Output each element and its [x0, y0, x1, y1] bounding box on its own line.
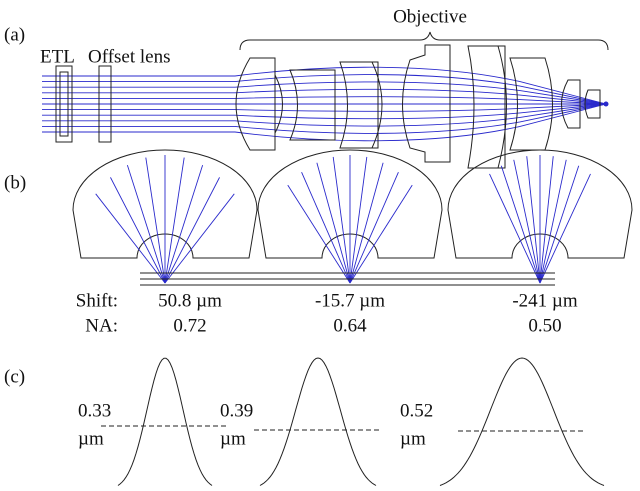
ray [514, 160, 540, 283]
na-value: 0.64 [333, 315, 367, 336]
offset-lens-label: Offset lens [88, 46, 171, 67]
rays [42, 67, 609, 141]
profile-curve [440, 358, 604, 486]
ray [42, 104, 606, 111]
width-unit: µm [220, 428, 246, 449]
ray [350, 163, 383, 283]
shift-value: -241 µm [512, 290, 578, 311]
width-unit: µm [400, 428, 426, 449]
figure: (a) ETL Offset lens Objective (b) Shift:… [0, 0, 640, 491]
focus [604, 102, 609, 107]
ray [540, 160, 566, 283]
width-value: 0.39 [220, 400, 253, 421]
width-value: 0.33 [78, 400, 111, 421]
width-unit: µm [78, 428, 104, 449]
na-value: 0.72 [173, 315, 206, 336]
profiles: 0.33 µm 0.39 µm 0.52 µm [78, 358, 604, 486]
panel-label: (b) [4, 172, 26, 193]
values: 50.8 µm 0.72 -15.7 µm 0.64 -241 µm 0.50 [158, 290, 578, 336]
ray [490, 174, 540, 283]
na-value: 0.50 [528, 315, 561, 336]
profile-curve [260, 358, 376, 486]
etl-label: ETL [40, 46, 75, 67]
ray [165, 194, 234, 283]
ray [350, 185, 412, 283]
ray [96, 194, 165, 283]
ray [127, 165, 165, 283]
ray [317, 163, 350, 283]
profile-curve [118, 358, 212, 485]
domes [73, 150, 632, 283]
objective-label: Objective [393, 6, 467, 27]
ray [42, 97, 606, 104]
panel-label: (a) [4, 24, 25, 45]
objective-brace [240, 32, 608, 50]
width-value: 0.52 [400, 400, 433, 421]
shift-value: 50.8 µm [158, 290, 222, 311]
ray [540, 174, 590, 283]
ray [288, 185, 350, 283]
ray [165, 165, 203, 283]
na-label: NA: [85, 315, 118, 336]
shift-label: Shift: [76, 290, 118, 311]
shift-value: -15.7 µm [315, 290, 385, 311]
panel-label: (c) [4, 366, 25, 387]
